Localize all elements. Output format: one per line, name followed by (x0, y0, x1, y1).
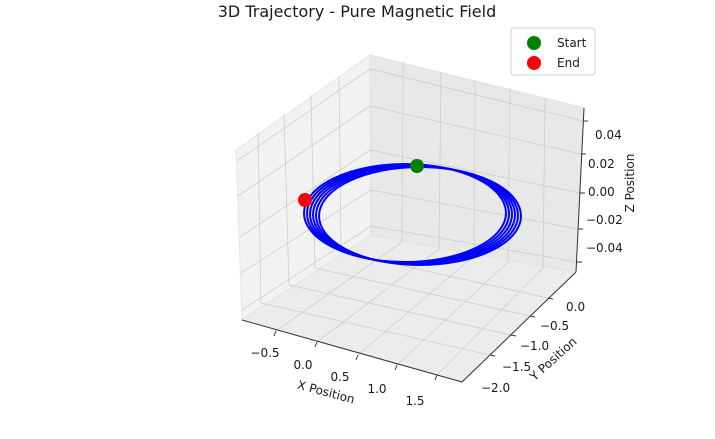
grid-lines (236, 61, 584, 376)
x-tick-label: −0.5 (250, 346, 279, 360)
z-tick-label: 0.02 (588, 157, 615, 171)
y-tick-label: −1.5 (502, 360, 531, 374)
z-tick-label: −0.02 (586, 213, 623, 227)
y-tick-label: −2.0 (481, 381, 510, 395)
x-tick-label: 0.5 (330, 370, 349, 384)
y-tick-label: 0.0 (566, 300, 585, 314)
x-tick-label: 1.5 (405, 394, 424, 408)
legend-marker-end (527, 56, 541, 70)
z-axis-line (575, 107, 585, 273)
y-tick-label: −0.5 (540, 319, 569, 333)
z-axis-label: Z Position (623, 154, 637, 213)
y-axis-line (461, 271, 577, 383)
tick-marks (273, 120, 588, 381)
z-tick-label: −0.04 (586, 241, 623, 255)
start-point (410, 159, 424, 173)
z-tick-label: 0.00 (588, 185, 615, 199)
x-tick-label: 1.0 (367, 382, 386, 396)
legend: Start End (510, 27, 596, 76)
legend-marker-start (527, 36, 541, 50)
legend-label-start: Start (557, 36, 587, 50)
end-point (298, 193, 312, 207)
chart-title: 3D Trajectory - Pure Magnetic Field (218, 2, 496, 21)
z-tick-label: 0.04 (595, 128, 622, 142)
x-axis-line (241, 319, 463, 383)
legend-label-end: End (557, 56, 580, 70)
y-tick-label: −1.0 (520, 339, 549, 353)
x-tick-label: 0.0 (293, 358, 312, 372)
